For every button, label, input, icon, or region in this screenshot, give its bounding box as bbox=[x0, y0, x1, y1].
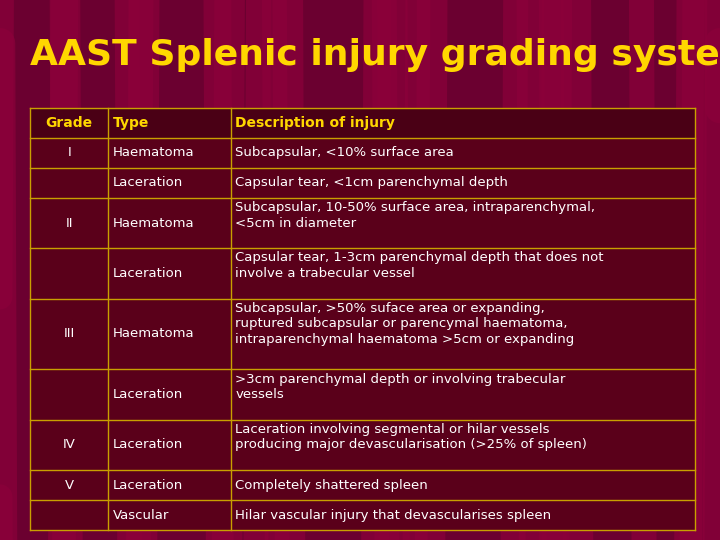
Text: >3cm parenchymal depth or involving trabecular
vessels: >3cm parenchymal depth or involving trab… bbox=[235, 373, 566, 401]
Text: Haematoma: Haematoma bbox=[112, 327, 194, 341]
Bar bbox=[30, 108, 695, 138]
Text: V: V bbox=[65, 478, 73, 491]
Bar bbox=[30, 138, 695, 168]
Text: Laceration: Laceration bbox=[112, 438, 183, 451]
Bar bbox=[30, 369, 695, 420]
Text: Description of injury: Description of injury bbox=[235, 116, 395, 130]
Text: II: II bbox=[66, 217, 73, 230]
Text: Completely shattered spleen: Completely shattered spleen bbox=[235, 478, 428, 491]
Text: Laceration: Laceration bbox=[112, 478, 183, 491]
Bar bbox=[30, 299, 695, 369]
Bar bbox=[30, 198, 695, 248]
Text: III: III bbox=[63, 327, 75, 341]
Text: Subcapsular, <10% surface area: Subcapsular, <10% surface area bbox=[235, 146, 454, 159]
Text: I: I bbox=[68, 146, 71, 159]
Text: Laceration: Laceration bbox=[112, 267, 183, 280]
Text: Subcapsular, >50% suface area or expanding,
ruptured subcapsular or parencymal h: Subcapsular, >50% suface area or expandi… bbox=[235, 302, 575, 346]
Bar bbox=[30, 168, 695, 198]
Text: Subcapsular, 10-50% surface area, intraparenchymal,
<5cm in diameter: Subcapsular, 10-50% surface area, intrap… bbox=[235, 201, 595, 230]
Text: Laceration: Laceration bbox=[112, 177, 183, 190]
Bar bbox=[30, 420, 695, 470]
Text: Grade: Grade bbox=[45, 116, 93, 130]
Text: Laceration: Laceration bbox=[112, 388, 183, 401]
Text: Haematoma: Haematoma bbox=[112, 217, 194, 230]
Text: Haematoma: Haematoma bbox=[112, 146, 194, 159]
Bar bbox=[30, 470, 695, 500]
Text: Laceration involving segmental or hilar vessels
producing major devascularisatio: Laceration involving segmental or hilar … bbox=[235, 423, 588, 451]
Text: Vascular: Vascular bbox=[112, 509, 169, 522]
Text: Capsular tear, <1cm parenchymal depth: Capsular tear, <1cm parenchymal depth bbox=[235, 177, 508, 190]
Text: AAST Splenic injury grading system: AAST Splenic injury grading system bbox=[30, 38, 720, 72]
Bar bbox=[30, 248, 695, 299]
Bar bbox=[30, 500, 695, 530]
Text: Capsular tear, 1-3cm parenchymal depth that does not
involve a trabecular vessel: Capsular tear, 1-3cm parenchymal depth t… bbox=[235, 252, 604, 280]
Text: Type: Type bbox=[112, 116, 149, 130]
Text: IV: IV bbox=[63, 438, 76, 451]
Text: Hilar vascular injury that devascularises spleen: Hilar vascular injury that devascularise… bbox=[235, 509, 552, 522]
